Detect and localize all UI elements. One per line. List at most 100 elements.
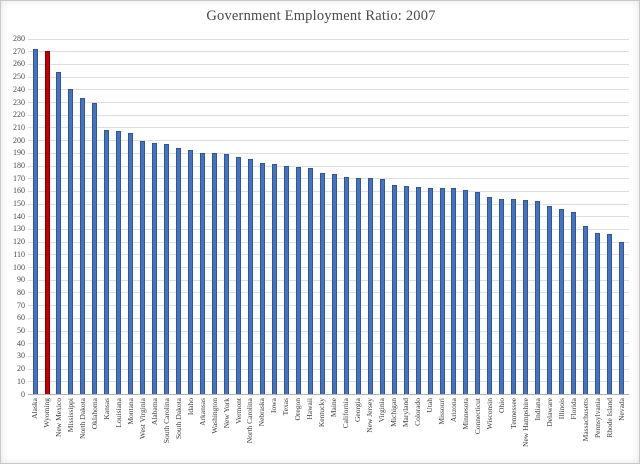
bar [212, 152, 217, 394]
bar [188, 150, 194, 394]
bar [379, 179, 385, 394]
x-axis-label: Washington [209, 398, 219, 434]
x-axis-label: Maine [329, 398, 339, 418]
y-axis-label: 20 [17, 364, 25, 374]
x-axis-label: Colorado [413, 398, 422, 426]
y-axis-label: 270 [13, 46, 25, 56]
y-axis-label: 200 [13, 135, 25, 145]
bar [224, 154, 229, 394]
gridline [28, 38, 629, 40]
gridline [28, 76, 629, 78]
y-axis-label: 140 [13, 211, 25, 221]
x-axis-line [28, 394, 629, 395]
y-axis-label: 210 [13, 122, 25, 132]
gridline [28, 165, 629, 167]
y-axis-label: 250 [13, 72, 25, 82]
x-axis-label: Ohio [496, 398, 506, 413]
bar [427, 188, 433, 394]
y-axis-label: 190 [13, 148, 25, 158]
bar [583, 226, 589, 394]
y-axis-label: 150 [13, 199, 25, 209]
x-axis-label: Oklahoma [89, 398, 99, 430]
y-axis-label: 260 [13, 59, 25, 69]
bar [307, 168, 313, 394]
gridline [28, 51, 629, 53]
x-axis-label: Kentucky [317, 398, 327, 428]
bar [343, 176, 349, 394]
x-axis-label: Virginia [377, 398, 387, 423]
gridline [28, 63, 629, 65]
gridline [28, 114, 629, 116]
x-axis-label: Mississippi [65, 398, 75, 433]
x-axis-label: Utah [425, 398, 434, 413]
gridline [28, 330, 629, 332]
bar [80, 98, 86, 394]
x-axis-label: Florida [568, 398, 578, 420]
bar [451, 188, 457, 394]
x-axis-label: Wyoming [42, 398, 51, 428]
bar [295, 166, 301, 394]
bar [176, 147, 182, 394]
y-axis-label: 170 [13, 173, 25, 183]
bar [415, 187, 421, 394]
gridline [28, 292, 629, 294]
gridline [28, 102, 629, 103]
y-axis-label: 0 [21, 389, 25, 399]
gridline [28, 241, 629, 243]
gridline [28, 203, 629, 205]
bar [367, 178, 373, 394]
gridline [28, 89, 629, 91]
x-axis-label: Nebraska [257, 398, 267, 427]
x-axis-label: Indiana [532, 398, 542, 421]
x-axis-label: Michigan [389, 398, 399, 427]
x-axis-label: North Carolina [245, 398, 255, 444]
x-axis-label: New York [221, 398, 231, 429]
gridline [28, 381, 629, 383]
bar [523, 199, 529, 394]
bar [547, 206, 553, 394]
bar [487, 197, 493, 394]
bar [56, 71, 62, 394]
gridline [28, 343, 629, 345]
x-axis-label: New Jersey [365, 398, 375, 433]
x-axis-label: Alaska [30, 398, 39, 419]
x-axis-label: South Dakota [173, 398, 183, 440]
bar [116, 131, 122, 394]
bar [511, 198, 517, 394]
gridline [28, 254, 629, 256]
gridline [28, 127, 629, 129]
y-axis-label: 280 [13, 34, 25, 43]
bar [607, 234, 612, 394]
x-axis-label: Massachusetts [580, 398, 590, 442]
y-axis-label: 120 [13, 237, 25, 247]
y-axis-label: 100 [13, 262, 25, 272]
y-axis-label: 230 [13, 97, 25, 107]
gridline [28, 317, 629, 319]
bar [391, 184, 397, 394]
y-axis-label: 10 [17, 376, 25, 386]
bar [499, 198, 505, 394]
x-axis-label: Missouri [437, 398, 446, 425]
x-axis-label: Connecticut [472, 398, 482, 435]
bar [236, 156, 241, 394]
y-axis-label: 80 [17, 287, 25, 297]
x-axis-label: Delaware [544, 398, 554, 427]
x-axis-label: Maryland [401, 398, 411, 428]
x-axis-label: Arizona [448, 398, 458, 423]
y-axis-label: 70 [17, 300, 25, 310]
bar [164, 143, 170, 394]
gridline [28, 178, 629, 180]
gridline [28, 228, 629, 230]
x-axis-label: Tennessee [508, 398, 518, 429]
gridline [28, 368, 629, 370]
gridline [28, 305, 629, 307]
bar [152, 142, 158, 394]
bar [595, 232, 601, 394]
y-axis-label: 220 [13, 110, 25, 120]
bar [128, 132, 134, 394]
x-axis-label: Vermont [233, 398, 243, 424]
gridline [28, 267, 629, 268]
y-axis-label: 50 [17, 326, 25, 335]
